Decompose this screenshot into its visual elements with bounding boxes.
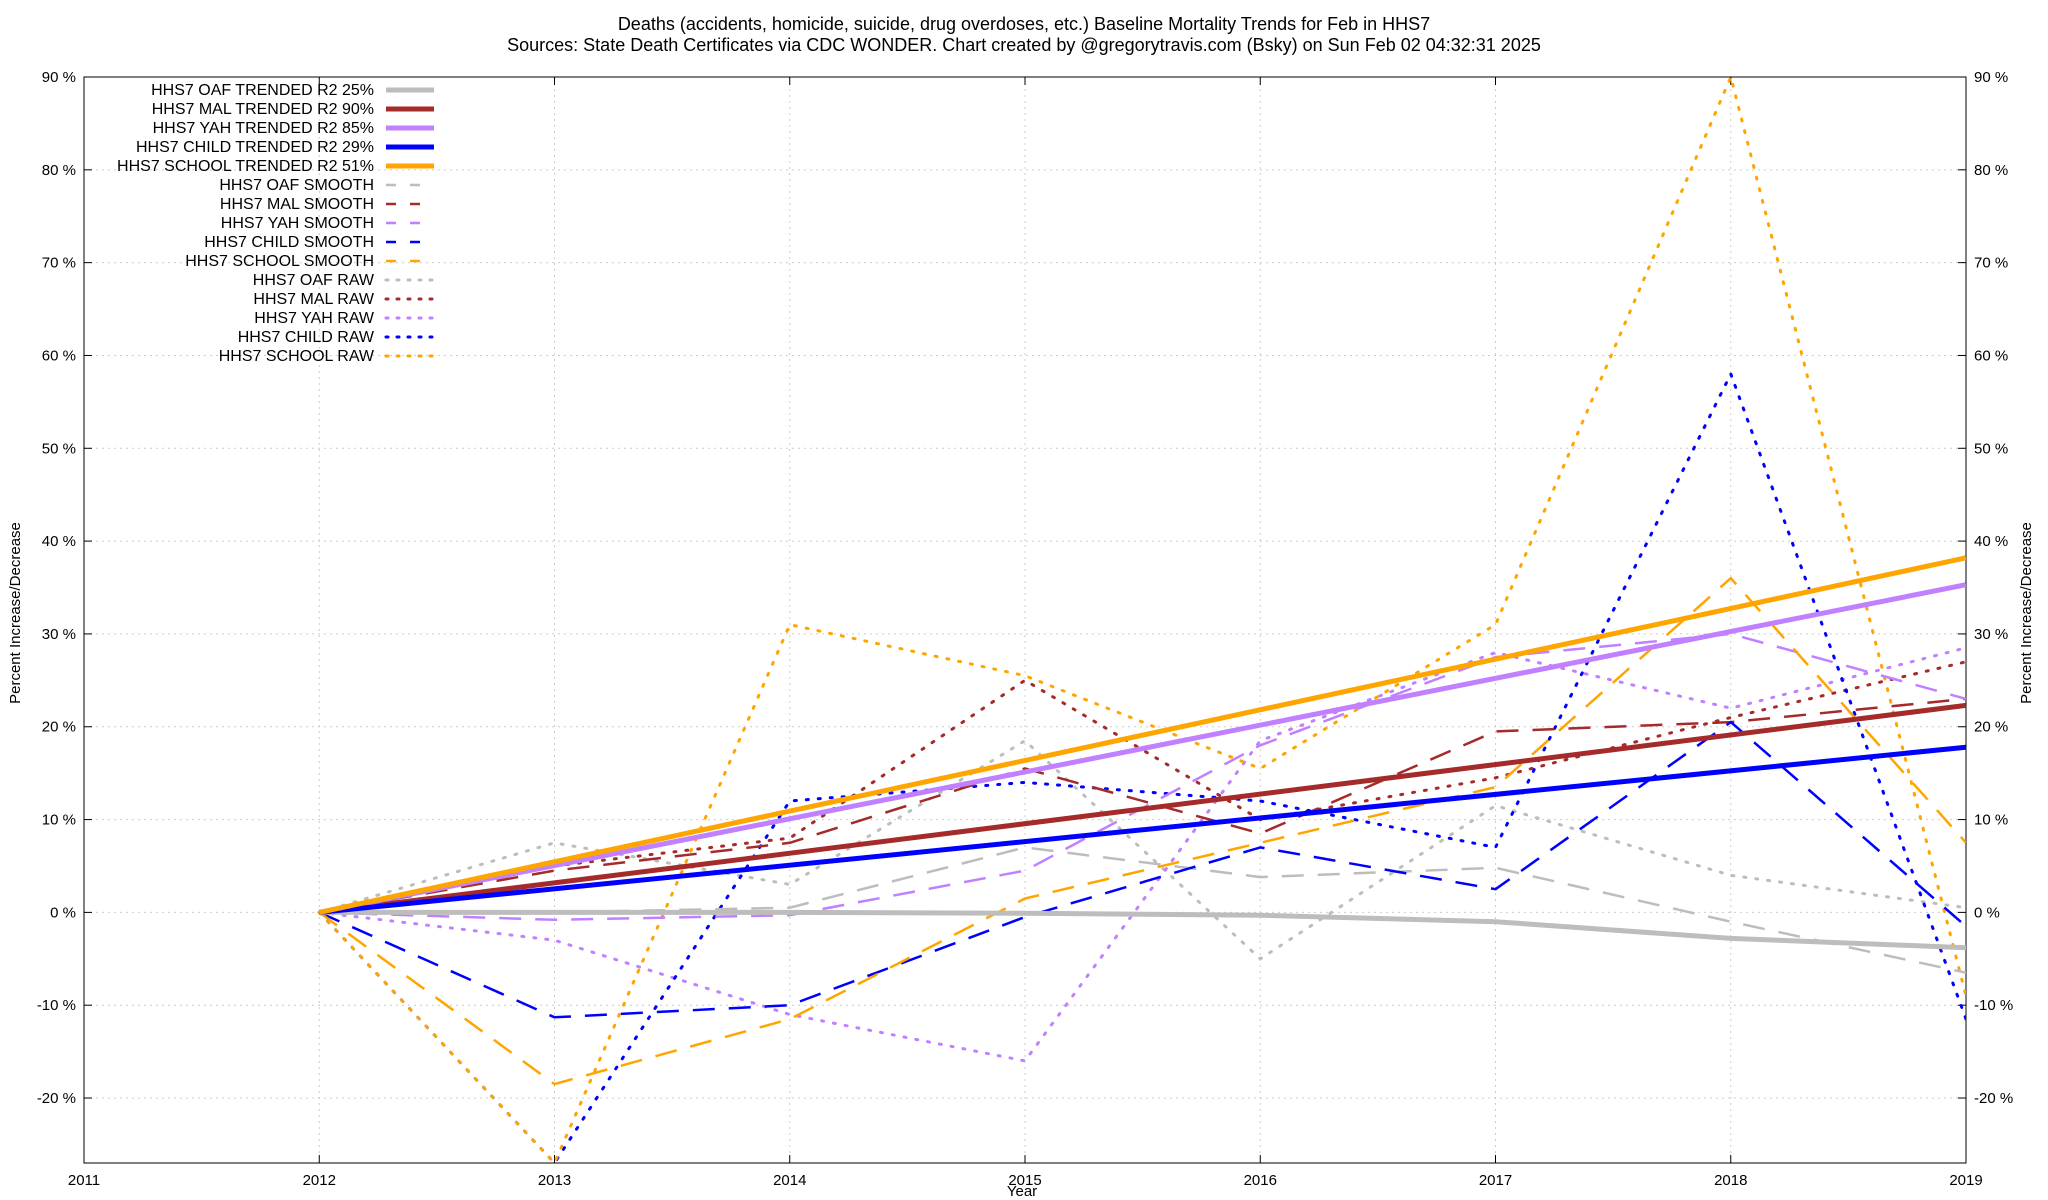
plot-frame — [83, 76, 1967, 1164]
y-axis-label-right: Percent Increase/Decrease — [2018, 522, 2035, 704]
legend-label-school-trended: HHS7 SCHOOL TRENDED R2 51% — [117, 158, 374, 175]
y-tick-label: 80 % — [42, 162, 76, 179]
axes: 2011 2012 2013 2014 2015 2016 2017 2018 2019 90 %… — [37, 69, 2013, 1189]
legend-label-yah-smooth: HHS7 YAH SMOOTH — [221, 215, 374, 232]
series-line-child-trended — [319, 744, 1966, 915]
series-line-mal-smooth — [319, 697, 1966, 914]
series-line-yah-raw — [317, 646, 1966, 1063]
y-tick-label-right: 10 % — [1974, 812, 2008, 829]
y-tick-label-right: 0 % — [1974, 904, 2000, 921]
legend: HHS7 OAF TRENDED R2 25% HHS7 MAL TRENDED … — [117, 82, 436, 365]
y-tick-label-right: 60 % — [1974, 347, 2008, 364]
x-tick-label: 2015 — [1008, 1172, 1041, 1189]
x-tick-label: 2011 — [68, 1172, 100, 1189]
y-tick-label-right: 30 % — [1974, 626, 2008, 643]
y-tick-label-right: -10 % — [1974, 997, 2013, 1014]
y-tick-label: 50 % — [42, 440, 76, 457]
y-tick-label: 90 % — [42, 69, 76, 86]
y-tick-label: 10 % — [42, 812, 76, 829]
y-tick-label-right: 50 % — [1974, 440, 2008, 457]
series-group — [317, 77, 1966, 1163]
x-tick-label: 2018 — [1714, 1172, 1747, 1189]
y-tick-label: 20 % — [42, 719, 76, 736]
series-line-oaf-smooth — [319, 846, 1966, 974]
series-line-oaf-trended — [319, 909, 1966, 951]
y-tick-label: 40 % — [42, 533, 76, 550]
y-tick-label-right: 90 % — [1974, 69, 2008, 86]
y-tick-label-right: -20 % — [1974, 1090, 2013, 1107]
chart-subtitle: Sources: State Death Certificates via CD… — [507, 35, 1541, 55]
y-tick-label: 70 % — [42, 255, 76, 272]
series-line-child-smooth — [318, 720, 1966, 1019]
y-tick-label-right: 70 % — [1974, 255, 2008, 272]
legend-label-oaf-trended: HHS7 OAF TRENDED R2 25% — [151, 82, 374, 99]
x-tick-label: 2019 — [1949, 1172, 1982, 1189]
legend-label-child-raw: HHS7 CHILD RAW — [238, 329, 375, 346]
y-tick-label: 30 % — [42, 626, 76, 643]
y-tick-label: 60 % — [42, 347, 76, 364]
legend-label-oaf-raw: HHS7 OAF RAW — [253, 272, 375, 289]
y-tick-label: -20 % — [37, 1090, 76, 1107]
x-tick-label: 2012 — [303, 1172, 336, 1189]
legend-label-school-smooth: HHS7 SCHOOL SMOOTH — [185, 253, 374, 270]
chart-title: Deaths (accidents, homicide, suicide, dr… — [617, 14, 1431, 34]
series-line-yah-smooth — [319, 632, 1966, 922]
series-line-yah-trended — [318, 582, 1966, 915]
y-tick-label-right: 40 % — [1974, 533, 2008, 550]
series-line-mal-trended — [318, 702, 1966, 915]
x-axis-label: Year — [1007, 1183, 1037, 1200]
y-axis-label-left: Percent Increase/Decrease — [7, 522, 24, 704]
y-tick-label-right: 20 % — [1974, 719, 2008, 736]
x-tick-label: 2017 — [1479, 1172, 1512, 1189]
series-line-mal-raw — [317, 660, 1966, 914]
x-tick-label: 2016 — [1244, 1172, 1277, 1189]
y-tick-label: 0 % — [50, 904, 76, 921]
legend-label-child-trended: HHS7 CHILD TRENDED R2 29% — [136, 139, 374, 156]
series-line-school-trended — [318, 555, 1966, 915]
legend-label-school-raw: HHS7 SCHOOL RAW — [219, 348, 375, 365]
legend-label-mal-raw: HHS7 MAL RAW — [253, 291, 375, 308]
y-tick-label-right: 80 % — [1974, 162, 2008, 179]
x-tick-label: 2014 — [773, 1172, 806, 1189]
y-tick-label: -10 % — [37, 997, 76, 1014]
legend-label-mal-smooth: HHS7 MAL SMOOTH — [220, 196, 374, 213]
series-line-child-raw — [317, 372, 1966, 1163]
series-line-school-smooth — [318, 576, 1966, 1086]
legend-label-child-smooth: HHS7 CHILD SMOOTH — [204, 234, 374, 251]
series-line-school-raw — [317, 77, 1966, 1163]
legend-label-oaf-smooth: HHS7 OAF SMOOTH — [219, 177, 374, 194]
x-tick-label: 2013 — [538, 1172, 571, 1189]
legend-label-yah-trended: HHS7 YAH TRENDED R2 85% — [153, 120, 374, 137]
legend-label-mal-trended: HHS7 MAL TRENDED R2 90% — [152, 101, 374, 118]
legend-label-yah-raw: HHS7 YAH RAW — [254, 310, 375, 327]
